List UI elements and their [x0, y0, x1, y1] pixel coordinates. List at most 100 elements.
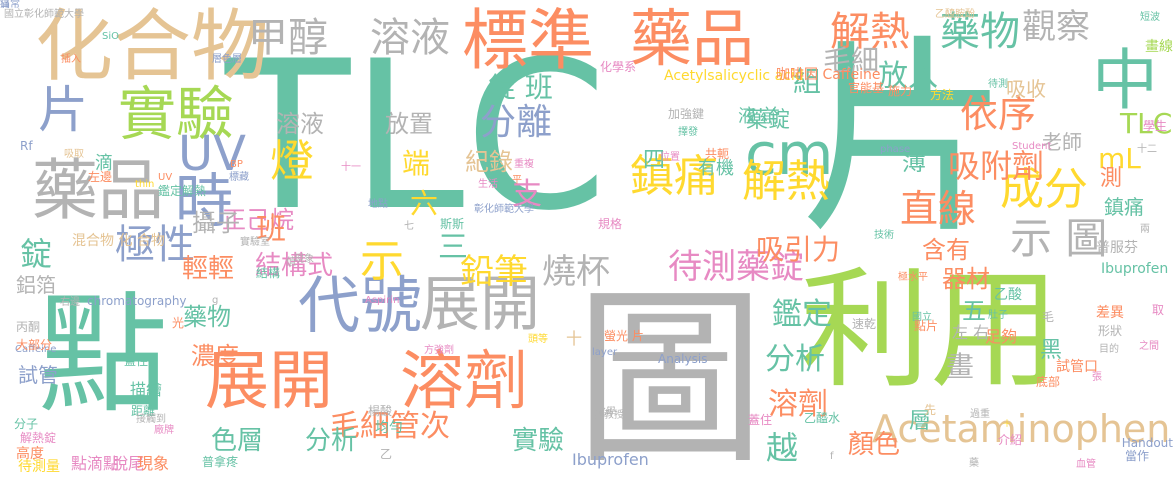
cloud-word: f	[830, 451, 834, 462]
cloud-word: phase	[880, 144, 911, 155]
cloud-word: Analysis	[658, 352, 708, 366]
cloud-word: UV	[178, 126, 246, 182]
cloud-word: 吸引力	[756, 233, 841, 266]
cloud-word: 脫尾	[112, 454, 145, 473]
cloud-word: 速乾	[852, 317, 877, 331]
cloud-word: 目的	[1099, 344, 1119, 355]
cloud-word: 有機	[698, 158, 734, 179]
cloud-word: 十二	[1137, 144, 1157, 155]
cloud-word: 藥錠	[746, 108, 791, 133]
cloud-word: 溶液	[370, 15, 450, 61]
cloud-word: 普拿疼	[202, 455, 239, 469]
cloud-word: 溶液	[276, 110, 324, 138]
cloud-word: 吸收	[1006, 77, 1046, 101]
cloud-word: 分離	[480, 102, 553, 143]
cloud-word: TLC	[1120, 107, 1173, 140]
cloud-word: chromatography	[87, 294, 187, 308]
cloud-word: 國立彰化師範大學	[4, 9, 84, 20]
cloud-word: 頭等	[528, 334, 548, 345]
cloud-word: Caffeine	[15, 344, 57, 355]
cloud-word: 左 右	[952, 323, 990, 342]
cloud-word: 溶劑	[400, 345, 528, 419]
cloud-word: 現象	[137, 454, 170, 473]
cloud-word: 甲醇	[248, 15, 328, 61]
cloud-word: 鉛筆	[460, 252, 528, 292]
cloud-word: 當作	[1125, 449, 1150, 463]
cloud-word: 解熱	[830, 9, 910, 55]
cloud-word: 輕輕	[182, 254, 235, 284]
cloud-word: 毛細管次	[330, 409, 450, 444]
cloud-word: 化學系	[600, 60, 637, 74]
cloud-word: 顏色	[848, 430, 901, 460]
cloud-word: 試管口	[1056, 359, 1098, 375]
cloud-word: 之間	[1139, 341, 1159, 352]
cloud-word: thin	[135, 179, 155, 190]
cloud-word: 燒杯	[542, 252, 610, 292]
cloud-word: 錠	[20, 235, 53, 273]
cloud-word: 分子	[14, 417, 39, 431]
cloud-word: 方強劑	[424, 345, 454, 356]
cloud-word: 示 圖	[1010, 214, 1108, 263]
cloud-word: 時	[175, 167, 234, 235]
cloud-word: layer	[592, 347, 618, 358]
cloud-word: 分析	[305, 426, 358, 456]
cloud-word: 差異	[1096, 305, 1124, 321]
cloud-word: 藥物	[940, 9, 1020, 55]
cloud-word: TLC	[225, 18, 608, 256]
cloud-word: 共軛	[705, 147, 730, 161]
cloud-word: 距離	[131, 404, 156, 418]
cloud-word: 點	[38, 279, 169, 431]
cloud-word: 依序	[960, 92, 1037, 136]
cloud-word: 器材	[942, 265, 990, 293]
cloud-word: 吸取	[64, 149, 84, 160]
cloud-word: 值	[286, 257, 296, 268]
cloud-word: 痛	[0, 0, 10, 10]
cloud-word: 極性	[115, 222, 195, 268]
cloud-word: 測	[1100, 166, 1123, 191]
cloud-word: 乙	[380, 447, 393, 461]
cloud-word: 展開	[205, 345, 333, 419]
cloud-word: 支	[512, 177, 542, 212]
cloud-word: 含有	[922, 236, 970, 264]
cloud-word: SiO	[102, 31, 119, 42]
cloud-word: 班	[256, 212, 286, 247]
cloud-word: 直線	[900, 187, 977, 231]
cloud-word: 乙醯水	[804, 411, 841, 425]
cloud-word: 液 前	[738, 106, 780, 127]
cloud-word: 解熱	[742, 156, 830, 207]
cloud-word: ＋	[1002, 419, 1012, 430]
cloud-word: 藥	[969, 458, 979, 469]
cloud-word: Student	[1012, 141, 1052, 152]
cloud-word: 觀察	[1022, 7, 1090, 47]
cloud-word: 鎮痛	[1104, 195, 1144, 219]
cloud-word: 示	[360, 236, 404, 287]
cloud-word: 待測藥錠	[668, 247, 804, 287]
cloud-word: 咖啡因 Caffeine	[776, 67, 881, 83]
cloud-word: 鎮痛	[630, 151, 718, 202]
cloud-word: 位置	[660, 152, 680, 163]
cloud-word: 圖	[575, 269, 766, 482]
cloud-word: 極水平	[898, 272, 928, 283]
cloud-word: 試管	[18, 363, 58, 387]
cloud-word: 接觸到	[136, 414, 166, 425]
cloud-word: 層	[909, 409, 932, 434]
cloud-word: 紀錄	[465, 148, 513, 176]
cloud-word: 五	[962, 297, 986, 325]
cloud-word: 均勻	[375, 420, 403, 436]
cloud-word: 放置	[385, 110, 433, 138]
cloud-word: 鑑定解熱	[158, 184, 207, 198]
cloud-word: 放入	[878, 59, 938, 94]
cloud-word: 生活	[478, 179, 498, 190]
cloud-word: 重複	[514, 159, 534, 170]
cloud-word: 彰化師範大學	[474, 204, 534, 215]
cloud-word: 斯斯	[440, 217, 465, 231]
cloud-word: cm	[745, 120, 834, 188]
cloud-word: 插入	[61, 54, 81, 65]
cloud-word: Acetylsalicyclic acid	[664, 68, 804, 84]
cloud-word: 短波	[1140, 12, 1160, 23]
cloud-word: 十一	[341, 162, 361, 173]
cloud-word: 國立	[912, 312, 932, 323]
cloud-word: 規格	[598, 217, 623, 231]
cloud-word: 六	[410, 187, 439, 220]
cloud-word: 形狀	[1098, 324, 1123, 338]
